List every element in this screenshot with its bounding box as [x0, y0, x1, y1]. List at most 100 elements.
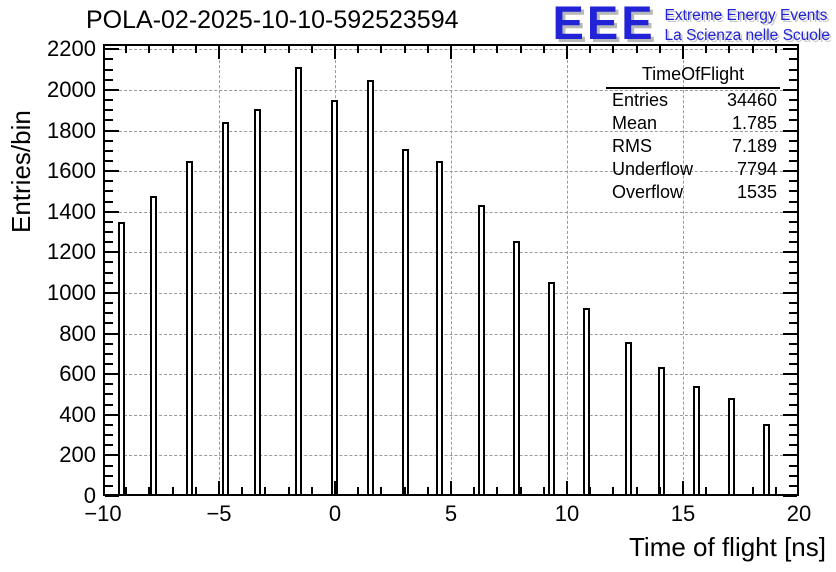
y-minor-tick-left [105, 271, 113, 274]
y-minor-tick-right [789, 119, 797, 122]
x-axis-title: Time of flight [ns] [629, 532, 826, 562]
y-major-tick-left [105, 373, 119, 376]
y-minor-tick-right [789, 241, 797, 244]
x-minor-tick-bottom [705, 487, 708, 494]
y-minor-tick-left [105, 58, 113, 61]
y-minor-tick-right [789, 139, 797, 142]
y-major-tick-right [783, 210, 797, 213]
y-minor-tick-left [105, 302, 113, 305]
stats-value: 7.189 [731, 136, 777, 156]
y-minor-tick-left [105, 464, 113, 467]
x-minor-tick-bottom [148, 487, 151, 494]
x-minor-tick-top [403, 46, 406, 53]
y-major-tick-right [783, 332, 797, 335]
x-minor-tick-top [357, 46, 360, 53]
x-minor-tick-top [635, 46, 638, 53]
stats-value: 7794 [736, 159, 777, 179]
x-tick-label: −5 [206, 501, 232, 526]
x-minor-tick-bottom [426, 487, 429, 494]
histogram-bar [254, 108, 262, 496]
y-major-tick-left [105, 88, 119, 91]
stats-box: TimeOfFlight Entries 34460 Mean 1.785 RM… [606, 61, 780, 204]
y-major-tick-left [105, 251, 119, 254]
stats-label: Overflow [612, 182, 684, 202]
y-minor-tick-left [105, 423, 113, 426]
y-minor-tick-left [105, 139, 113, 142]
histogram-bar [402, 148, 410, 496]
y-major-tick-right [783, 48, 797, 51]
y-minor-tick-right [789, 434, 797, 437]
y-minor-tick-left [105, 342, 113, 345]
stats-value: 34460 [726, 90, 777, 110]
x-major-tick-bottom [334, 481, 336, 494]
x-minor-tick-top [310, 46, 313, 53]
y-minor-tick-right [789, 149, 797, 152]
x-minor-tick-top [473, 46, 476, 53]
histogram-bar [186, 160, 194, 496]
x-minor-tick-top [264, 46, 267, 53]
y-major-tick-right [783, 129, 797, 132]
x-minor-tick-top [287, 46, 290, 53]
stats-label: RMS [612, 136, 652, 156]
x-minor-tick-top [241, 46, 244, 53]
histogram-bar [692, 385, 700, 496]
y-minor-tick-left [105, 149, 113, 152]
x-tick-label: −10 [84, 501, 122, 526]
x-minor-tick-bottom [310, 487, 313, 494]
histogram-bar [366, 80, 374, 496]
y-minor-tick-left [105, 281, 113, 284]
eee-logo-line1: Extreme Energy Events [664, 7, 828, 24]
x-minor-tick-top [751, 46, 754, 53]
y-tick-label: 1400 [47, 198, 96, 224]
stats-label: Mean [612, 113, 658, 133]
x-minor-tick-top [658, 46, 661, 53]
histogram-bar [330, 99, 338, 496]
y-major-tick-left [105, 495, 119, 497]
y-minor-tick-right [789, 342, 797, 345]
y-minor-tick-right [789, 190, 797, 193]
x-minor-tick-top [426, 46, 429, 53]
y-major-tick-left [105, 332, 119, 335]
eee-logo-line2: La Scienza nelle Scuole [664, 26, 830, 44]
histogram-bar [624, 342, 632, 496]
y-minor-tick-right [789, 271, 797, 274]
y-minor-tick-left [105, 119, 113, 122]
v-gridline [567, 45, 568, 495]
y-minor-tick-left [105, 403, 113, 406]
x-minor-tick-top [194, 46, 197, 53]
eee-logo-acronym: EEE [552, 0, 656, 49]
y-major-tick-left [105, 129, 119, 132]
x-minor-tick-top [496, 46, 499, 53]
eee-logo: EEE Extreme Energy Events La Scienza nel… [552, 0, 831, 49]
y-minor-tick-left [105, 180, 113, 183]
y-major-tick-left [105, 210, 119, 213]
stats-row-overflow: Overflow 1535 [606, 181, 780, 204]
stats-label: Underflow [612, 159, 694, 179]
y-major-tick-left [105, 291, 119, 294]
x-minor-tick-top [728, 46, 731, 53]
stats-label: Entries [612, 90, 669, 110]
x-minor-tick-top [542, 46, 545, 53]
y-minor-tick-right [789, 363, 797, 365]
y-major-tick-right [783, 413, 797, 416]
x-minor-tick-top [148, 46, 151, 53]
y-minor-tick-right [789, 99, 797, 102]
x-minor-tick-bottom [171, 487, 174, 494]
histogram-bar [657, 367, 665, 496]
histogram-bar [763, 423, 771, 496]
y-minor-tick-right [789, 322, 797, 325]
histogram-bar [150, 196, 158, 496]
y-minor-tick-right [789, 261, 797, 264]
x-minor-tick-bottom [612, 487, 615, 494]
stats-title: TimeOfFlight [641, 64, 745, 84]
x-minor-tick-top [171, 46, 174, 53]
x-minor-tick-bottom [542, 487, 545, 494]
x-major-tick-top [218, 46, 220, 59]
x-minor-tick-bottom [473, 487, 476, 494]
histogram-bar [582, 308, 590, 496]
y-minor-tick-right [789, 58, 797, 61]
y-major-tick-right [783, 291, 797, 294]
y-minor-tick-right [789, 474, 797, 477]
x-tick-label: 0 [328, 501, 342, 526]
y-tick-label: 2200 [47, 36, 96, 62]
